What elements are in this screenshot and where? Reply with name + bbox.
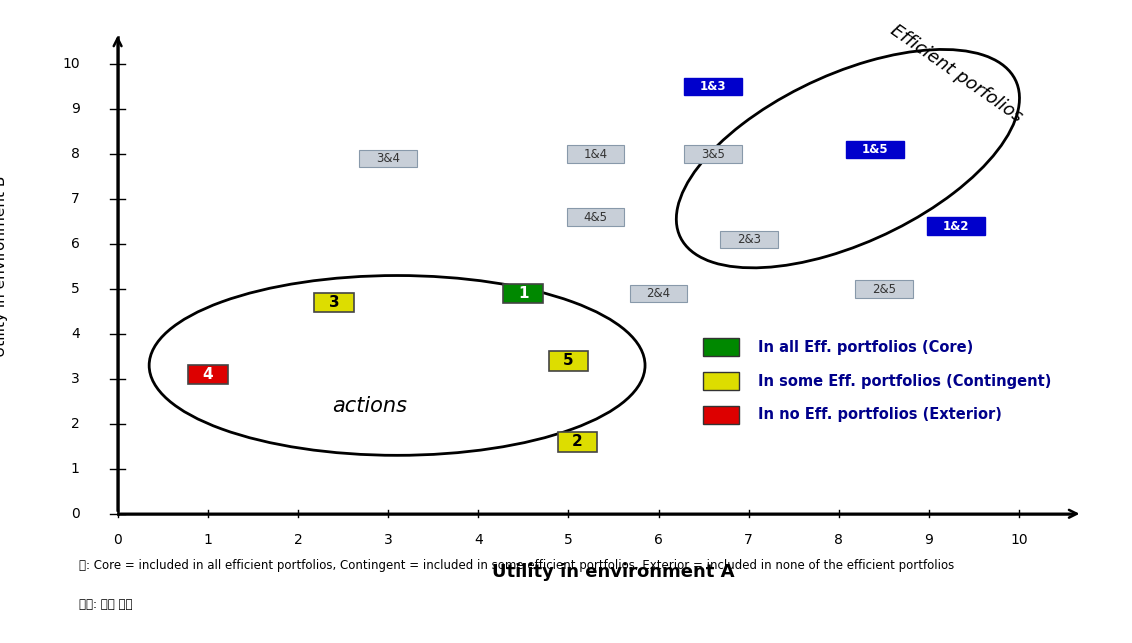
Text: 3: 3 bbox=[384, 532, 393, 547]
Text: 5: 5 bbox=[564, 532, 573, 547]
Text: 1&5: 1&5 bbox=[861, 143, 889, 156]
Text: 2: 2 bbox=[293, 532, 302, 547]
Text: 1&2: 1&2 bbox=[943, 219, 969, 233]
Text: 1&3: 1&3 bbox=[700, 80, 726, 93]
Text: 1&4: 1&4 bbox=[583, 148, 608, 161]
Text: 6: 6 bbox=[71, 237, 79, 251]
Text: Efficient porfolios: Efficient porfolios bbox=[886, 21, 1026, 125]
Text: 10: 10 bbox=[1011, 532, 1028, 547]
FancyBboxPatch shape bbox=[703, 338, 739, 356]
Text: 2: 2 bbox=[572, 435, 583, 449]
Text: 8: 8 bbox=[71, 147, 79, 161]
Text: 5: 5 bbox=[71, 282, 79, 296]
Text: 5: 5 bbox=[563, 354, 574, 368]
Text: 7: 7 bbox=[745, 532, 753, 547]
FancyBboxPatch shape bbox=[703, 372, 739, 390]
Text: 4: 4 bbox=[203, 367, 213, 382]
FancyBboxPatch shape bbox=[684, 145, 741, 163]
Text: 3&5: 3&5 bbox=[701, 148, 724, 161]
FancyBboxPatch shape bbox=[927, 217, 985, 235]
FancyBboxPatch shape bbox=[558, 432, 598, 452]
Text: 10: 10 bbox=[62, 57, 79, 71]
FancyBboxPatch shape bbox=[359, 150, 417, 167]
Text: 7: 7 bbox=[71, 192, 79, 206]
Text: 2&5: 2&5 bbox=[872, 282, 895, 296]
FancyBboxPatch shape bbox=[188, 365, 228, 385]
Text: In all Eff. portfolios (Core): In all Eff. portfolios (Core) bbox=[757, 340, 974, 355]
Text: actions: actions bbox=[333, 396, 408, 416]
Text: 9: 9 bbox=[925, 532, 934, 547]
Text: 자료: 저자 작성: 자료: 저자 작성 bbox=[79, 598, 132, 611]
Text: 2&4: 2&4 bbox=[646, 287, 670, 300]
Text: 3&4: 3&4 bbox=[376, 152, 400, 165]
Text: Utility in environment A: Utility in environment A bbox=[492, 563, 735, 581]
Text: 0: 0 bbox=[113, 532, 122, 547]
Text: 4&5: 4&5 bbox=[583, 211, 608, 224]
FancyBboxPatch shape bbox=[684, 78, 741, 95]
Text: In no Eff. portfolios (Exterior): In no Eff. portfolios (Exterior) bbox=[757, 408, 1002, 422]
FancyBboxPatch shape bbox=[846, 141, 903, 158]
Text: 3: 3 bbox=[71, 372, 79, 386]
Text: 2&3: 2&3 bbox=[737, 233, 761, 246]
FancyBboxPatch shape bbox=[567, 145, 625, 163]
Text: 4: 4 bbox=[474, 532, 482, 547]
Text: 2: 2 bbox=[71, 417, 79, 431]
Text: 주: Core = included in all efficient portfolios, Contingent = included in some ef: 주: Core = included in all efficient port… bbox=[79, 559, 954, 572]
Text: 4: 4 bbox=[71, 327, 79, 341]
Text: 1: 1 bbox=[204, 532, 212, 547]
FancyBboxPatch shape bbox=[504, 284, 543, 303]
Text: 0: 0 bbox=[71, 507, 79, 521]
Text: In some Eff. portfolios (Contingent): In some Eff. portfolios (Contingent) bbox=[757, 374, 1052, 388]
FancyBboxPatch shape bbox=[629, 285, 687, 302]
Text: 9: 9 bbox=[71, 102, 79, 116]
FancyBboxPatch shape bbox=[567, 208, 625, 226]
Text: 1: 1 bbox=[71, 462, 79, 476]
FancyBboxPatch shape bbox=[703, 406, 739, 424]
FancyBboxPatch shape bbox=[549, 351, 589, 371]
FancyBboxPatch shape bbox=[315, 293, 354, 312]
Text: 8: 8 bbox=[834, 532, 843, 547]
Text: 1: 1 bbox=[518, 286, 529, 301]
Text: 6: 6 bbox=[654, 532, 663, 547]
FancyBboxPatch shape bbox=[720, 231, 778, 248]
Text: 3: 3 bbox=[328, 295, 340, 310]
Text: Utility in environment B: Utility in environment B bbox=[0, 176, 8, 358]
FancyBboxPatch shape bbox=[855, 280, 912, 298]
